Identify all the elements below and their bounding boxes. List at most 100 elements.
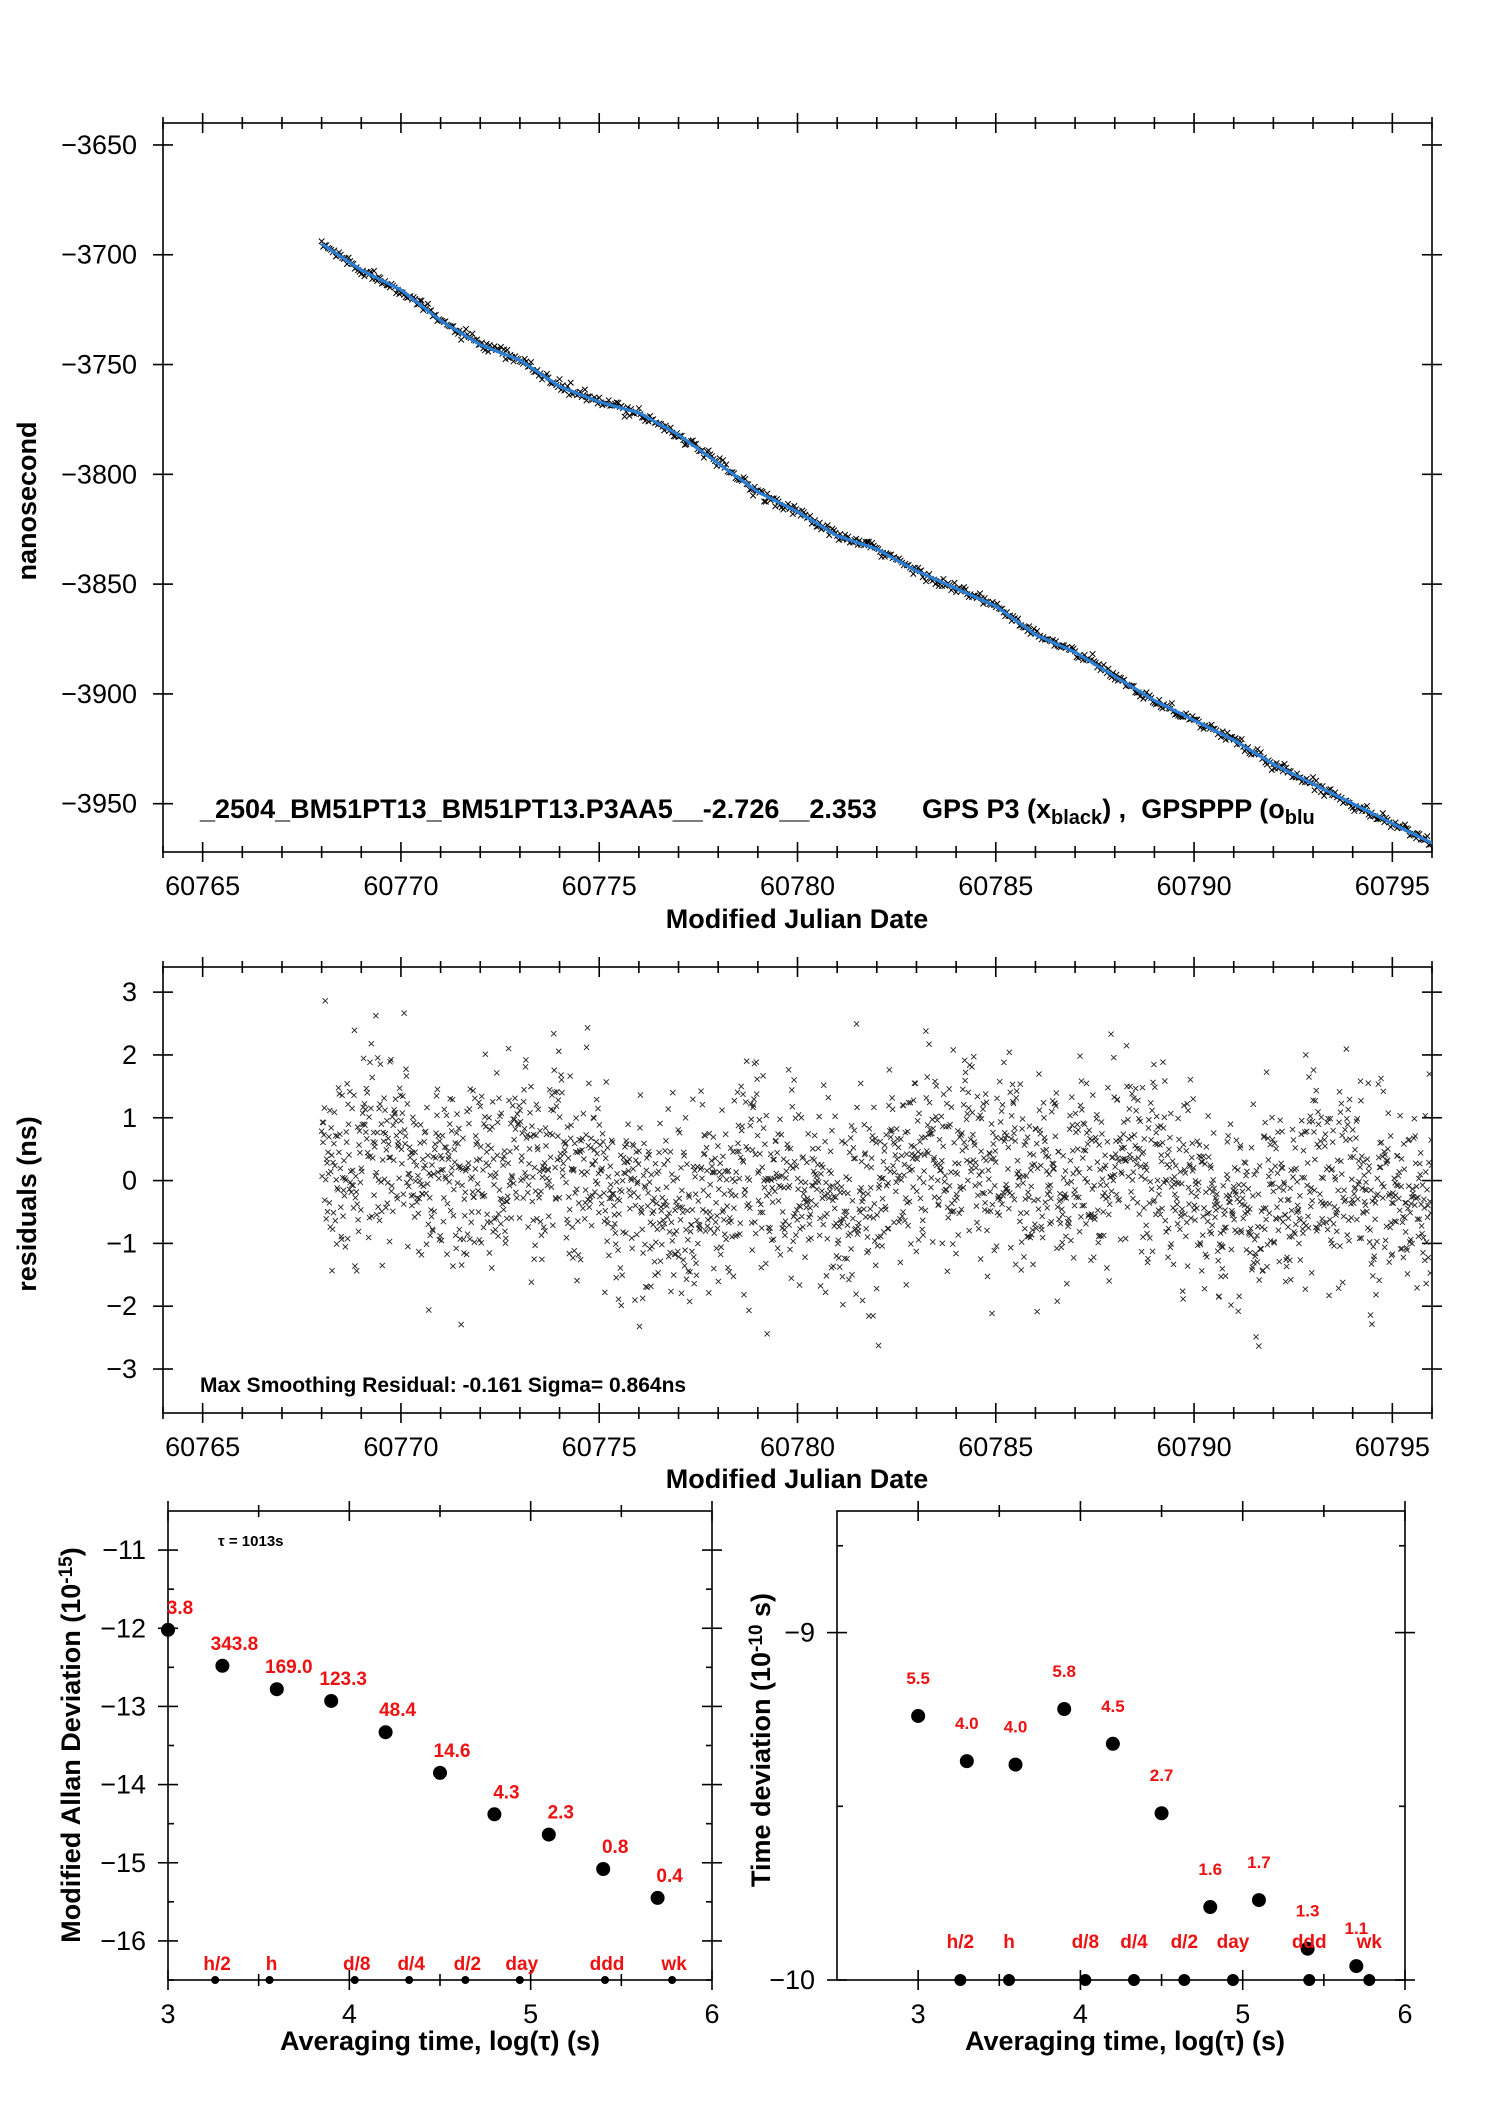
residual-point [679,1209,686,1216]
residual-point [861,1151,868,1158]
residual-point [1039,1213,1046,1220]
residual-point [1028,1231,1035,1238]
mdev-marker-label: ddd [590,1954,625,1975]
residual-point [1416,1216,1423,1223]
residual-point [937,1162,944,1169]
residual-point [428,1207,434,1213]
residual-point [763,1112,770,1119]
residual-point [497,1220,504,1227]
residual-point [1145,1124,1152,1131]
residual-point [808,1197,815,1204]
residual-point [1132,1085,1139,1092]
residual-point [653,1200,660,1207]
gps-p3-point [762,498,769,505]
residual-point [1213,1191,1220,1198]
residual-point [511,1136,517,1143]
residual-point [690,1254,697,1261]
residual-point [331,1109,338,1116]
gps-p3-point [527,358,535,366]
legend-part [1126,794,1141,824]
residual-point [1302,1286,1309,1293]
residual-point [1123,1042,1130,1049]
y-tick-label: −3750 [61,350,137,380]
residual-point [890,1162,896,1169]
residual-point [390,1157,397,1164]
residual-point [637,1124,643,1131]
residual-point [1078,1213,1084,1220]
residual-point [663,1202,670,1209]
residual-point [553,1103,560,1110]
residual-point [1113,1191,1120,1198]
residual-point [898,1152,905,1159]
residual-point [441,1106,448,1113]
residual-point [470,1087,476,1094]
residual-point [466,1106,473,1112]
residual-point [1079,1202,1086,1209]
residual-point [1388,1219,1394,1226]
residual-point [356,1142,362,1148]
residual-point [417,1140,424,1147]
residual-point [685,1268,692,1275]
residual-point [1190,1165,1197,1171]
residual-point [520,1098,527,1105]
residual-point [1342,1196,1349,1203]
residual-point [1341,1198,1348,1205]
residual-point [458,1321,465,1328]
residual-point [1006,1049,1013,1056]
residual-point [611,1220,618,1227]
residual-point [968,1165,975,1171]
residual-point [581,1215,588,1222]
residual-point [455,1140,461,1147]
residual-point [658,1207,665,1214]
residual-point [1269,1136,1276,1143]
residual-point [946,1182,953,1189]
residual-point [499,1201,506,1208]
residual-point [1306,1074,1312,1080]
residual-point [1228,1302,1234,1308]
residual-point [1391,1218,1398,1225]
residual-point [1165,1254,1171,1261]
residual-point [1296,1240,1302,1247]
residual-point [1404,1247,1410,1254]
residual-point [594,1180,601,1187]
residual-point [1275,1184,1282,1191]
residual-point [1172,1207,1179,1214]
mdev-point-label: 123.3 [319,1669,367,1690]
residual-point [455,1125,462,1132]
residual-point [424,1104,430,1111]
mdev-point-label: 0.8 [602,1837,628,1858]
residual-point [488,1145,495,1152]
residual-point [1015,1182,1021,1189]
residual-point [991,1182,998,1189]
residual-point [843,1208,850,1215]
residual-point [1182,1211,1188,1218]
legend-text: _2504_BM51PT13_BM51PT13.P3AA5__-2.726__2… [199,794,1315,829]
residual-point [506,1182,513,1189]
residual-point [796,1282,803,1288]
residual-point [487,1172,494,1179]
residual-point [437,1152,444,1159]
residual-point [355,1228,362,1235]
residual-point [1031,1161,1038,1168]
residual-point [1418,1223,1425,1229]
residual-point [938,1157,945,1164]
residual-point [1187,1163,1193,1170]
residual-point [1253,1333,1259,1340]
x-axis-title: Averaging time, log(τ) (s) [280,2026,600,2056]
residual-point [596,1122,603,1128]
residual-point [482,1051,489,1058]
residual-point [1125,1135,1132,1142]
residual-point [1398,1183,1405,1190]
residual-point [1115,1158,1122,1165]
residual-point [575,1200,582,1207]
x-tick-label: 5 [1235,1999,1250,2029]
residual-point [541,1159,548,1166]
residual-point [665,1106,672,1112]
residual-point [860,1206,867,1213]
residual-point [914,1117,921,1124]
gps-p3-point [719,457,727,464]
residual-point [443,1144,450,1151]
residual-point [949,1241,956,1247]
residual-point [1239,1188,1246,1195]
residual-point [460,1250,467,1256]
